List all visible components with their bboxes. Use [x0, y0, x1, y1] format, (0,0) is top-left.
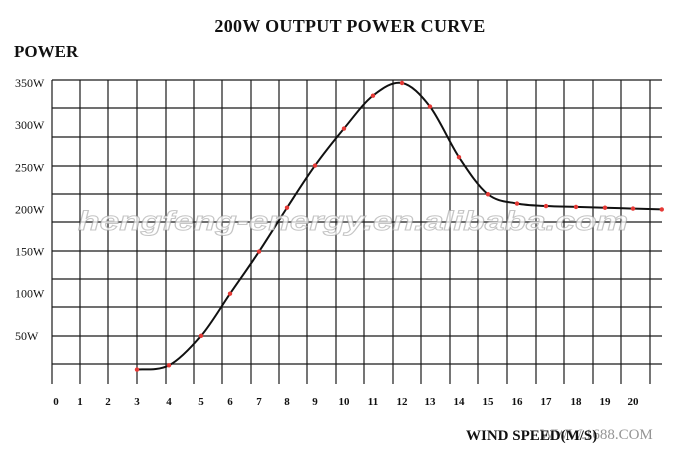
data-point [456, 154, 462, 160]
data-point [341, 126, 347, 131]
y-tick-label: 200W [15, 202, 45, 216]
x-tick-label: 1 [77, 396, 83, 408]
x-tick-label: 13 [425, 396, 437, 408]
x-tick-label: 20 [628, 396, 640, 408]
x-tick-label: 8 [284, 396, 290, 408]
x-axis-ticks: 0 1 2 3 4 5 6 7 8 9 10 11 12 13 14 15 16 17 18 19 20 [53, 396, 639, 408]
x-tick-label: 9 [312, 396, 318, 408]
data-point [166, 363, 172, 368]
x-tick-label: 19 [600, 396, 612, 408]
x-tick-label: 16 [512, 396, 524, 408]
data-point [630, 206, 636, 211]
x-tick-label: 11 [368, 396, 378, 408]
x-axis-title: WIND SPEED(M/S) [466, 428, 598, 444]
data-point [573, 204, 579, 210]
data-point [134, 367, 140, 372]
chart-title: 200W OUTPUT POWER CURVE [214, 16, 486, 36]
y-axis-title: POWER [14, 42, 79, 61]
x-tick-label: 17 [541, 396, 553, 408]
x-tick-label: 10 [339, 396, 351, 408]
data-point [659, 207, 664, 212]
data-point [399, 80, 405, 86]
y-axis-ticks: 50W 100W 150W 200W 250W 300W 350W [15, 76, 45, 343]
data-point [256, 249, 262, 254]
data-point [312, 163, 318, 168]
x-tick-label: 14 [454, 396, 466, 408]
data-point [370, 93, 376, 98]
data-point [485, 192, 491, 197]
data-point [543, 203, 549, 209]
y-tick-label: 300W [15, 118, 45, 132]
series-layer [134, 80, 664, 372]
y-tick-label: 50W [15, 329, 39, 343]
x-tick-label: 18 [571, 396, 583, 408]
data-point [198, 333, 204, 339]
data-point [284, 205, 290, 210]
grid [51, 79, 662, 384]
x-tick-label: 15 [483, 396, 495, 408]
data-point [427, 104, 433, 109]
x-tick-label: 7 [256, 396, 262, 408]
y-tick-label: 250W [15, 160, 45, 174]
x-tick-label: 5 [198, 396, 204, 408]
data-point [602, 205, 608, 210]
watermark-bottom: WWW.1688.COM [540, 427, 653, 443]
watermark-text: hengfeng-energy.en.alibaba.com [78, 206, 628, 236]
y-tick-label: 350W [15, 76, 45, 90]
x-tick-label: 12 [397, 396, 409, 408]
x-tick-label: 6 [227, 396, 233, 408]
data-point [227, 291, 233, 296]
x-tick-label: 4 [166, 396, 172, 408]
data-point [514, 201, 520, 206]
x-tick-label: 3 [134, 396, 140, 408]
y-tick-label: 100W [15, 287, 45, 301]
y-tick-label: 150W [15, 245, 45, 259]
x-tick-label: 0 [53, 396, 59, 408]
x-tick-label: 2 [105, 396, 111, 408]
